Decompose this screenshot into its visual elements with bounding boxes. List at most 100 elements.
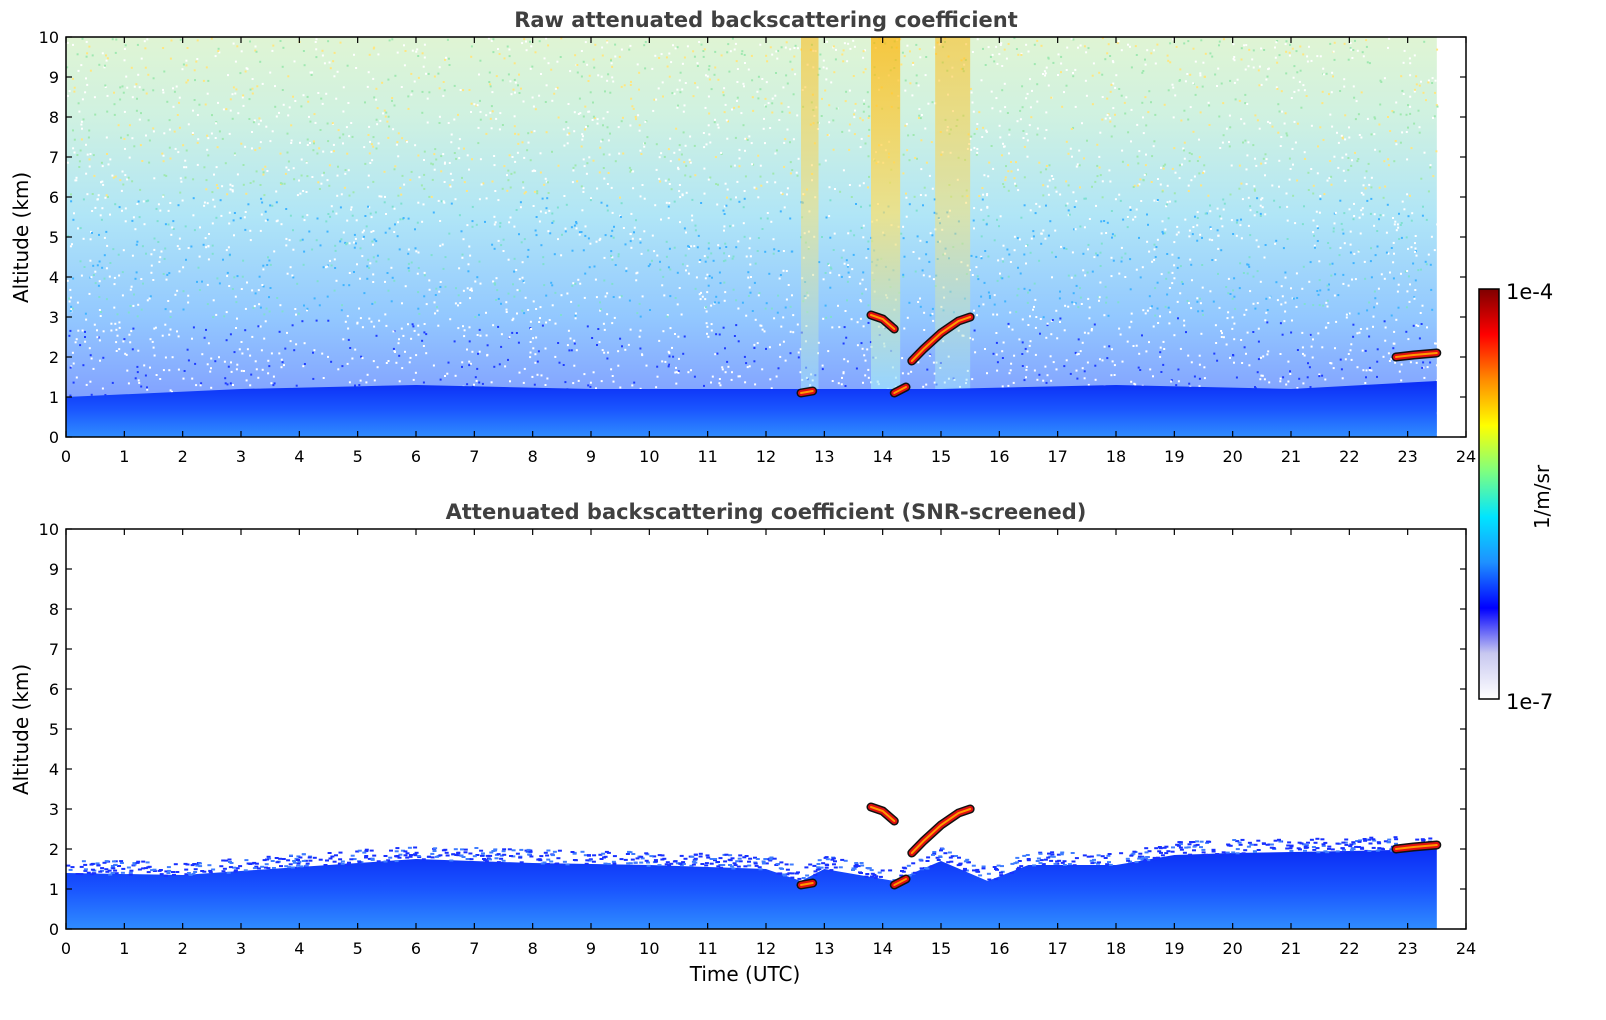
background-signal — [66, 37, 1437, 437]
plot-area-2 — [66, 802, 1442, 929]
x-tick-label: 8 — [528, 939, 538, 958]
panel-2-plot: 0 1 2 3 4 5 6 7 8 9 10 11 12 13 14 15 16 17 18 19 20 21 22 23 24… — [39, 520, 1477, 958]
y-tick-label: 3 — [49, 800, 59, 819]
panel-1-plot: 0 1 2 3 4 5 6 7 8 9 10 11 12 13 14 15 16 17 18 19 20 21 22 23 24… — [39, 28, 1477, 466]
colorbar-scale — [1478, 288, 1500, 700]
y-tick-label: 3 — [49, 308, 59, 327]
y-tick-label: 8 — [49, 108, 59, 127]
colorbar-min-label: 1e-7 — [1506, 690, 1554, 714]
y-tick-label: 7 — [49, 148, 59, 167]
panel-1-title: Raw attenuated backscattering coefficien… — [514, 8, 1018, 32]
x-tick-label: 1 — [119, 939, 129, 958]
x-tick-label: 14 — [872, 939, 892, 958]
x-tick-label: 3 — [236, 447, 246, 466]
y-tick-label: 6 — [49, 680, 59, 699]
x-tick-label: 4 — [294, 447, 304, 466]
y-tick-label: 1 — [49, 388, 59, 407]
boundary-layer — [66, 381, 1437, 437]
x-tick-label: 6 — [411, 939, 421, 958]
x-tick-label: 10 — [639, 939, 659, 958]
x-tick-label: 24 — [1456, 447, 1476, 466]
cloud-core-0 — [870, 314, 896, 330]
x-tick-label: 21 — [1281, 447, 1301, 466]
y-tick-label: 6 — [49, 188, 59, 207]
y-tick-label: 5 — [49, 720, 59, 739]
y-tick-label: 2 — [49, 348, 59, 367]
x-tick-label: 7 — [469, 939, 479, 958]
cloud-core-2 — [800, 882, 814, 886]
x-tick-label: 8 — [528, 447, 538, 466]
x-tick-label: 7 — [469, 447, 479, 466]
plot-area-1 — [66, 37, 1442, 437]
x-tick-label: 23 — [1397, 447, 1417, 466]
y-tick-label: 9 — [49, 560, 59, 579]
aerosol-streak-0 — [801, 37, 819, 389]
x-tick-label: 12 — [756, 447, 776, 466]
cloud-core-4 — [1395, 844, 1438, 850]
x-tick-label: 14 — [872, 447, 892, 466]
y-tick-label: 1 — [49, 880, 59, 899]
x-tick-label: 5 — [353, 447, 363, 466]
x-tick-label: 20 — [1222, 447, 1242, 466]
colorbar-max-label: 1e-4 — [1506, 280, 1554, 304]
x-tick-label: 6 — [411, 447, 421, 466]
x-tick-label: 13 — [814, 939, 834, 958]
colorbar — [1478, 288, 1500, 700]
y-tick-label: 9 — [49, 68, 59, 87]
x-tick-label: 20 — [1222, 939, 1242, 958]
boundary-layer — [66, 849, 1437, 929]
cloud-core-3 — [893, 386, 907, 394]
x-tick-label: 5 — [353, 939, 363, 958]
y-tick-label: 4 — [49, 268, 59, 287]
y-tick-label: 10 — [39, 28, 59, 47]
panel-2-xlabel: Time (UTC) — [689, 962, 801, 986]
panel-2-title: Attenuated backscattering coefficient (S… — [445, 500, 1087, 524]
x-tick-label: 11 — [697, 447, 717, 466]
y-tick-label: 0 — [49, 920, 59, 939]
cloud-core-3 — [893, 878, 907, 886]
cloud-core-1 — [910, 808, 972, 854]
x-tick-label: 17 — [1047, 939, 1067, 958]
x-tick-label: 18 — [1106, 939, 1126, 958]
x-tick-label: 2 — [178, 939, 188, 958]
aerosol-streak-1 — [871, 37, 901, 389]
x-tick-label: 23 — [1397, 939, 1417, 958]
x-tick-label: 3 — [236, 939, 246, 958]
x-tick-label: 2 — [178, 447, 188, 466]
x-tick-label: 16 — [989, 447, 1009, 466]
x-tick-label: 18 — [1106, 447, 1126, 466]
y-tick-label: 0 — [49, 428, 59, 447]
y-tick-label: 8 — [49, 600, 59, 619]
x-tick-label: 22 — [1339, 939, 1359, 958]
x-tick-label: 0 — [61, 447, 71, 466]
x-tick-label: 4 — [294, 939, 304, 958]
cloud-core-2 — [800, 390, 814, 394]
cloud-core-4 — [1395, 352, 1438, 358]
y-tick-label: 2 — [49, 840, 59, 859]
y-tick-label: 5 — [49, 228, 59, 247]
x-tick-label: 22 — [1339, 447, 1359, 466]
x-tick-label: 15 — [931, 447, 951, 466]
x-tick-label: 9 — [586, 939, 596, 958]
x-tick-label: 19 — [1164, 939, 1184, 958]
x-tick-label: 9 — [586, 447, 596, 466]
x-tick-label: 11 — [697, 939, 717, 958]
x-tick-label: 1 — [119, 447, 129, 466]
x-tick-label: 13 — [814, 447, 834, 466]
x-tick-label: 10 — [639, 447, 659, 466]
layer-edge-speckle — [66, 836, 1436, 883]
colorbar-unit-label: 1/m/sr — [1530, 464, 1554, 530]
y-tick-label: 4 — [49, 760, 59, 779]
x-tick-label: 24 — [1456, 939, 1476, 958]
y-tick-label: 7 — [49, 640, 59, 659]
x-tick-label: 21 — [1281, 939, 1301, 958]
cloud-core-1 — [910, 316, 972, 362]
y-tick-label: 10 — [39, 520, 59, 539]
x-tick-label: 12 — [756, 939, 776, 958]
x-tick-label: 19 — [1164, 447, 1184, 466]
cloud-core-0 — [870, 806, 896, 822]
x-tick-label: 17 — [1047, 447, 1067, 466]
x-tick-label: 0 — [61, 939, 71, 958]
x-tick-label: 15 — [931, 939, 951, 958]
